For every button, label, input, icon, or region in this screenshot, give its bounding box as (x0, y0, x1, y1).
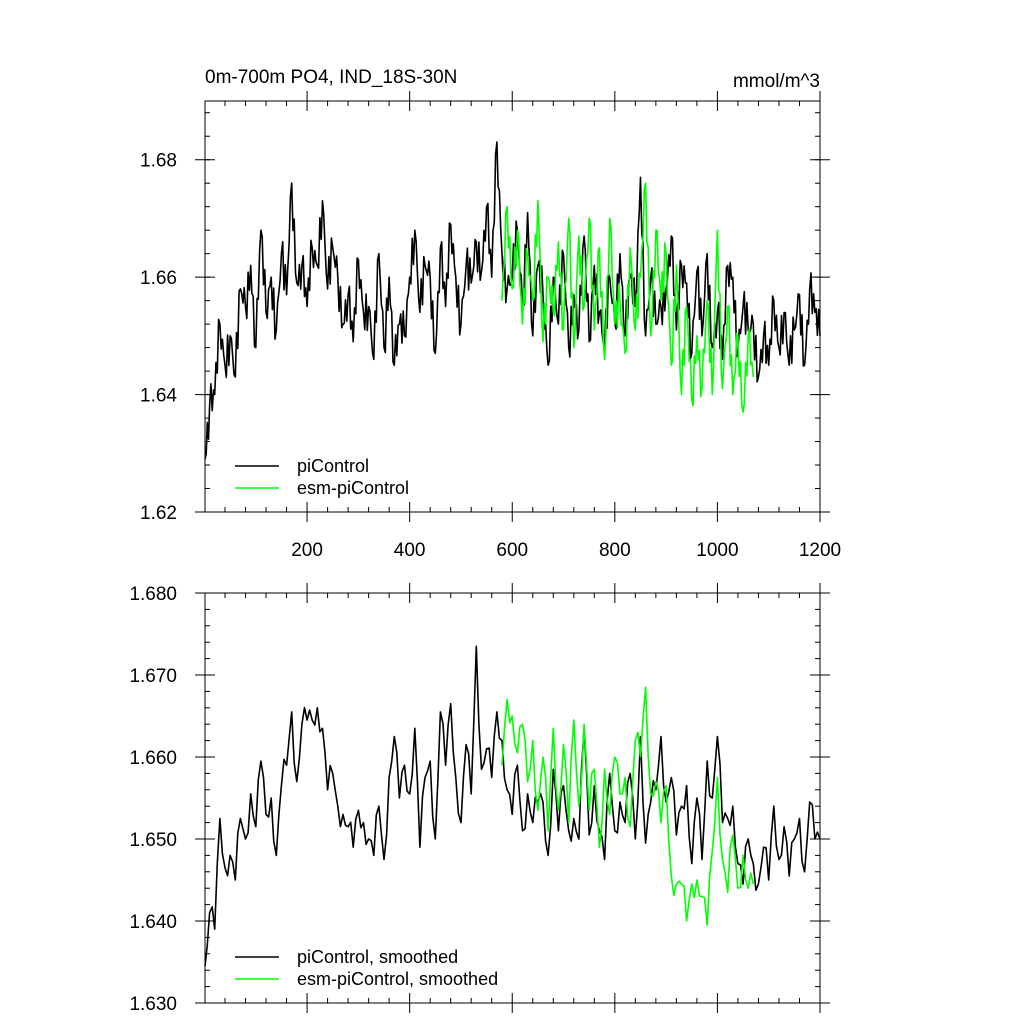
top-panel-series (204, 141, 821, 460)
chart-title: 0m-700m PO4, IND_18S-30N (205, 67, 457, 88)
legend-label-picontrol-smoothed: piControl, smoothed (297, 947, 458, 967)
x-tick-label: 400 (394, 540, 426, 561)
x-tick-label: 1000 (696, 540, 738, 561)
top-panel-legend: piControl esm-piControl (235, 456, 409, 498)
y-tick-label: 1.670 (129, 666, 177, 687)
x-tick-label: 200 (291, 540, 323, 561)
x-tick-label: 600 (496, 540, 528, 561)
y-tick-label: 1.660 (129, 748, 177, 769)
y-tick-label: 1.62 (140, 503, 177, 524)
series-line-1 (501, 686, 755, 926)
y-tick-label: 1.68 (140, 151, 177, 172)
y-tick-label: 1.650 (129, 830, 177, 851)
y-tick-label: 1.64 (140, 386, 177, 407)
y-tick-label: 1.640 (129, 912, 177, 933)
y-tick-label: 1.66 (140, 268, 177, 289)
series-line-1 (501, 182, 755, 413)
units-label: mmol/m^3 (733, 71, 820, 92)
series-line-0 (204, 141, 821, 460)
bottom-panel-legend: piControl, smoothed esm-piControl, smoot… (235, 947, 498, 989)
y-tick-label: 1.630 (129, 994, 177, 1015)
legend-label-esm-picontrol-smoothed: esm-piControl, smoothed (297, 969, 498, 989)
bottom-panel-frame (204, 592, 821, 1004)
bottom-panel: 1.630 1.640 1.650 1.660 1.670 1.680 piControl… (129, 583, 830, 1015)
x-tick-label: 800 (599, 540, 631, 561)
series-line-0 (204, 645, 821, 967)
legend-label-esm-picontrol: esm-piControl (297, 478, 409, 498)
bottom-panel-ticks: 1.630 1.640 1.650 1.660 1.670 1.680 (129, 583, 830, 1015)
bottom-panel-series (204, 645, 821, 967)
y-tick-label: 1.680 (129, 584, 177, 605)
legend-label-picontrol: piControl (297, 456, 369, 476)
top-panel-frame (204, 100, 821, 513)
x-tick-label: 1200 (799, 540, 841, 561)
top-panel: 0m-700m PO4, IND_18S-30N mmol/m^3 1.62 1.… (140, 67, 841, 561)
